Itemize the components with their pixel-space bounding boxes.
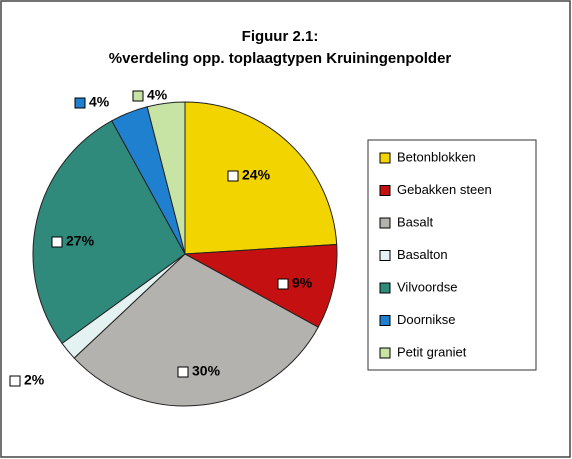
label-key (177, 366, 189, 378)
data-label: 4% (147, 87, 168, 103)
legend-label: Vilvoordse (397, 279, 457, 294)
legend-label: Basalton (397, 247, 448, 262)
data-label: 27% (66, 233, 95, 249)
pie-slice (184, 101, 338, 255)
legend-label: Gebakken steen (397, 182, 492, 197)
legend-swatch (379, 152, 391, 164)
data-label: 2% (24, 372, 45, 388)
pie-slice (73, 253, 319, 407)
pie-slice (146, 101, 186, 255)
chart-subtitle: %verdeling opp. toplaagtypen Kruiningenp… (109, 50, 452, 67)
label-key (9, 375, 21, 387)
label-key (132, 90, 144, 102)
legend-label: Doornikse (397, 312, 456, 327)
label-key (51, 236, 63, 248)
pie-slice (32, 120, 186, 345)
legend-label: Basalt (397, 214, 434, 229)
legend-swatch (379, 347, 391, 359)
legend-box (367, 139, 537, 371)
legend-swatch (379, 282, 391, 294)
data-label: 30% (192, 363, 221, 379)
pie-slice (183, 243, 338, 328)
legend-swatch (379, 315, 391, 326)
label-key (227, 170, 239, 182)
data-label: 9% (292, 275, 313, 291)
data-label: 4% (89, 94, 110, 110)
label-key (74, 97, 86, 109)
legend-label: Petit graniet (397, 344, 467, 359)
chart-title: Figuur 2.1: (242, 28, 319, 45)
label-key (277, 278, 289, 290)
data-label: 24% (242, 167, 271, 183)
legend-swatch (379, 185, 391, 196)
legend-swatch (379, 217, 391, 229)
legend-label: Betonblokken (397, 149, 476, 164)
legend-swatch (379, 250, 391, 261)
